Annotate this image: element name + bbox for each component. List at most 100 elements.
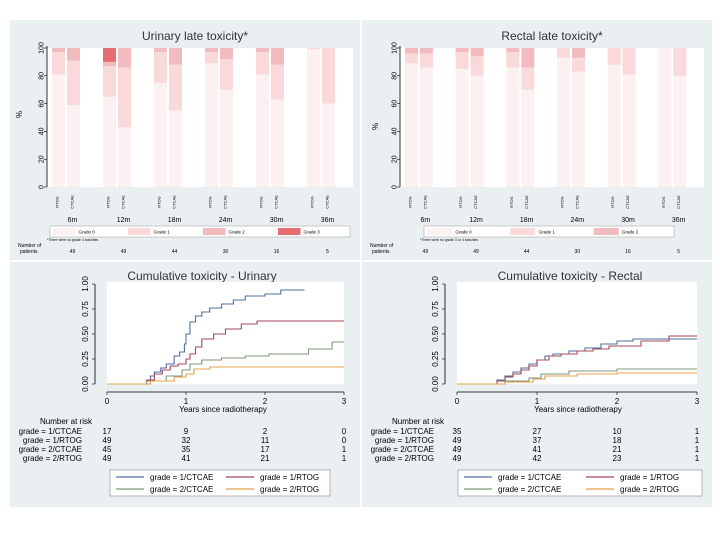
risk-value: 49 [453, 436, 462, 445]
group-label: 12m [469, 217, 483, 224]
plot-area [47, 48, 353, 187]
legend-swatch [278, 228, 301, 235]
legend-box [49, 225, 351, 238]
group-label: 30m [270, 217, 284, 224]
series-line [107, 341, 344, 385]
bar-segment [205, 52, 218, 64]
y-tick-label: 0.00 [81, 376, 90, 392]
bar-segment [607, 48, 621, 65]
y-tick-label: 1.00 [81, 276, 90, 292]
bar-segment [256, 74, 269, 187]
rectal-cumulative-chart: Cumulative toxicity - Rectal Years since… [371, 269, 703, 497]
bar-segment [169, 48, 182, 65]
risk-value: 42 [533, 454, 542, 463]
series-line [457, 338, 697, 385]
n-value: 5 [677, 249, 680, 255]
legend-label: Grade 0 [79, 230, 96, 235]
bar-segment [405, 53, 418, 64]
bar-segment [205, 63, 218, 187]
risk-row-label: grade = 1/RTOG [375, 436, 434, 445]
risk-value: 1 [695, 454, 700, 463]
risk-value: 35 [453, 427, 462, 436]
legend-swatch [510, 228, 536, 235]
rectal-bar-chart: Rectal late toxicity* % *There were no g… [370, 29, 704, 255]
y-tick-label: 20 [39, 155, 46, 163]
bar-segment [118, 127, 131, 187]
risk-value: 41 [533, 445, 542, 454]
bar-label: CTCAE [223, 195, 228, 209]
bar-segment [220, 89, 233, 187]
bar-segment [271, 64, 284, 100]
risk-value: 49 [103, 436, 112, 445]
rectal-bar-panel: Rectal late toxicity* % *There were no g… [362, 20, 712, 260]
plot-area [457, 282, 697, 384]
series-line [457, 335, 697, 385]
x-tick-label: 0 [105, 397, 110, 406]
risk-value: 17 [103, 427, 112, 436]
y-tick-label: 0.25 [431, 351, 440, 367]
bar-label: RTOG [310, 196, 315, 207]
bar-segment [154, 52, 167, 83]
legend-label: grade = 2/CTCAE [498, 485, 561, 494]
x-tick-label: 1 [535, 397, 540, 406]
risk-value: 27 [533, 427, 542, 436]
legend-swatch [128, 228, 151, 235]
legend-label: Grade 1 [154, 230, 171, 235]
y-tick-label: 0.75 [81, 301, 90, 317]
bar-segment [52, 74, 65, 187]
legend-box [423, 225, 675, 238]
bar-label: CTCAE [473, 195, 478, 209]
bar-segment [154, 48, 167, 53]
bar-segment [307, 49, 320, 187]
bar-label: CTCAE [172, 195, 177, 209]
legend-label: grade = 2/RTOG [260, 485, 319, 494]
bar-segment [673, 75, 687, 187]
bar-segment [205, 48, 218, 53]
risk-value: 9 [184, 427, 189, 436]
risk-value: 0 [342, 427, 347, 436]
bar-segment [103, 61, 116, 67]
bar-segment [220, 48, 233, 60]
legend-swatch [593, 228, 619, 235]
bar-segment [67, 104, 80, 187]
risk-value: 49 [453, 445, 462, 454]
legend-label: grade = 2/CTCAE [150, 485, 213, 494]
y-tick-label: 40 [39, 127, 46, 135]
risk-value: 21 [613, 445, 622, 454]
risk-value: 23 [613, 454, 622, 463]
bar-segment [67, 60, 80, 105]
bar-segment [622, 48, 636, 75]
bar-segment [118, 48, 131, 68]
bar-segment [521, 67, 535, 90]
bar-segment [572, 71, 585, 187]
legend-label: grade = 2/RTOG [620, 485, 679, 494]
bar-segment [521, 89, 535, 187]
n-value: 30 [223, 249, 229, 255]
bar-segment [506, 48, 520, 53]
bar-segment [271, 99, 284, 187]
risk-value: 1 [695, 436, 700, 445]
bar-segment [557, 57, 570, 188]
risk-row-label: grade = 1/RTOG [23, 436, 82, 445]
n-label-line1: Number of [370, 243, 394, 249]
n-value: 49 [473, 249, 479, 255]
group-label: 30m [621, 217, 635, 224]
bar-segment [521, 48, 535, 68]
bar-segment [256, 48, 269, 53]
y-tick-label: 40 [392, 127, 399, 135]
risk-value: 37 [533, 436, 542, 445]
bar-segment [169, 64, 182, 111]
bar-segment [322, 103, 335, 187]
bar-label: CTCAE [274, 195, 279, 209]
bar-segment [52, 52, 65, 75]
n-label-line1: Number of [18, 243, 42, 249]
bar-segment [271, 48, 284, 65]
legend-label: Grade 0 [455, 230, 472, 235]
legend-box [457, 469, 703, 497]
risk-row-label: grade = 2/CTCAE [371, 445, 434, 454]
legend-box [109, 469, 331, 497]
bar-segment [103, 96, 116, 187]
bar-segment [470, 56, 484, 76]
risk-value: 35 [182, 445, 191, 454]
bar-segment [470, 48, 484, 57]
